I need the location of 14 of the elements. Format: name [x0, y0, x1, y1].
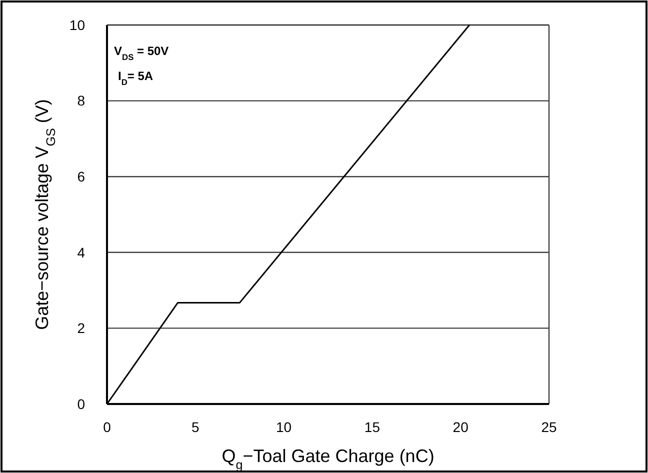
- x-tick-label: 5: [192, 419, 200, 435]
- y-tick-label: 2: [77, 320, 86, 336]
- x-tick-label: 15: [364, 419, 380, 435]
- y-tick-label: 0: [77, 396, 86, 412]
- x-tick-label: 25: [541, 419, 557, 435]
- annotation: V$_{DS}$ = 50V: [114, 44, 169, 62]
- x-tick-label: 20: [452, 419, 469, 435]
- x-tick-label: 0: [103, 419, 112, 435]
- annotation: I$_{D}$= 5A: [118, 69, 154, 87]
- y-tick-label: 8: [77, 92, 86, 109]
- y-tick-label: 10: [69, 16, 86, 33]
- x-tick-label: 10: [276, 419, 292, 435]
- y-tick-label: 4: [77, 244, 86, 260]
- y-tick-label: 6: [77, 168, 86, 184]
